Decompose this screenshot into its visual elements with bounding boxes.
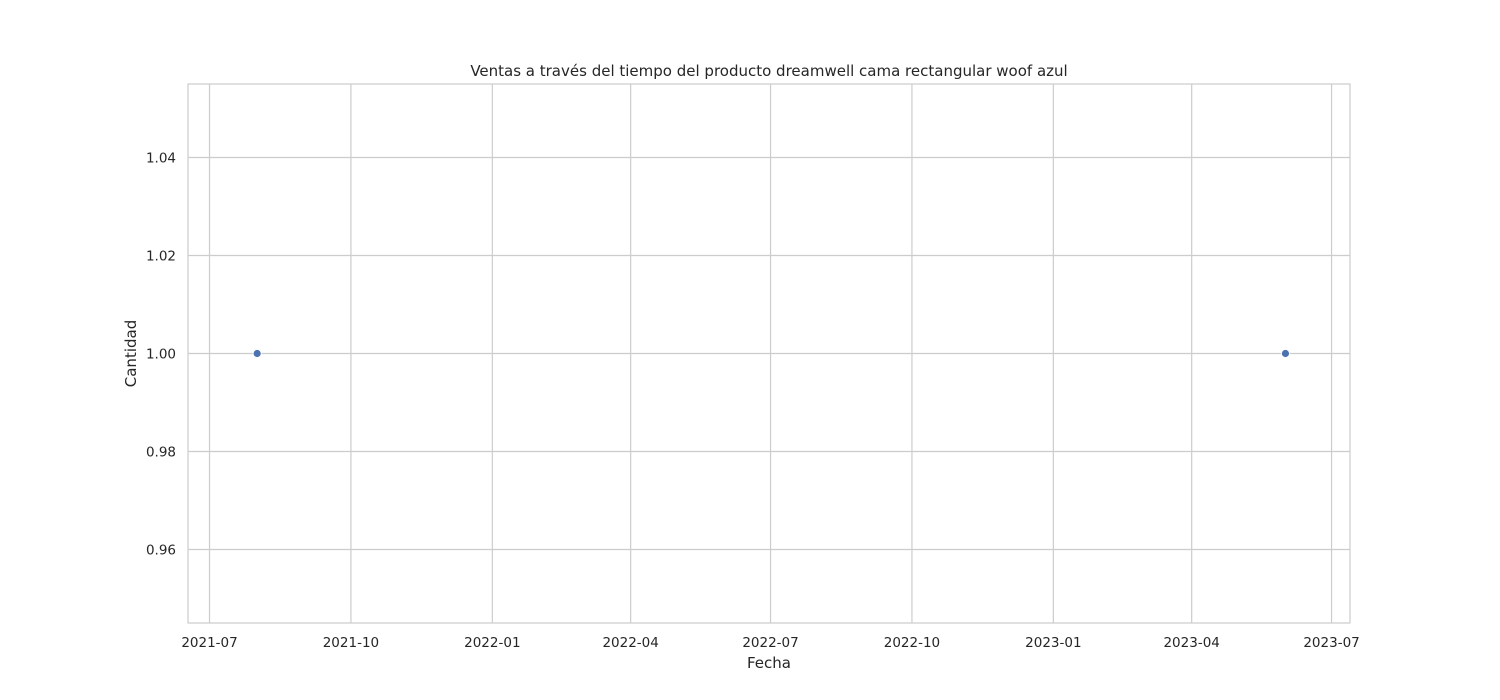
chart-title: Ventas a través del tiempo del producto … (470, 62, 1067, 80)
x-tick-label: 2021-10 (323, 635, 379, 651)
y-axis-ticks: 0.96 0.98 1.00 1.02 1.04 (146, 151, 176, 559)
y-tick-label: 1.00 (146, 347, 176, 363)
plot-area (187, 83, 1351, 624)
grid (188, 84, 1350, 623)
y-tick-label: 0.96 (146, 543, 176, 559)
x-axis-label: Fecha (747, 654, 791, 672)
x-tick-label: 2023-07 (1303, 635, 1359, 651)
x-tick-label: 2022-07 (742, 635, 798, 651)
x-tick-label: 2021-07 (181, 635, 237, 651)
x-axis-ticks: 2021-07 2021-10 2022-01 2022-04 2022-07 2022-… (181, 635, 1359, 651)
x-tick-label: 2023-01 (1025, 635, 1081, 651)
y-axis-label: Cantidad (122, 320, 140, 387)
y-tick-label: 1.04 (146, 151, 176, 167)
data-point (252, 349, 262, 358)
y-tick-label: 0.98 (146, 445, 176, 461)
x-tick-label: 2022-04 (602, 635, 658, 651)
y-tick-label: 1.02 (146, 249, 176, 265)
data-points (252, 349, 1290, 358)
x-tick-label: 2022-10 (884, 635, 940, 651)
x-tick-label: 2022-01 (464, 635, 520, 651)
x-tick-label: 2023-04 (1163, 635, 1219, 651)
data-point (1281, 349, 1290, 358)
